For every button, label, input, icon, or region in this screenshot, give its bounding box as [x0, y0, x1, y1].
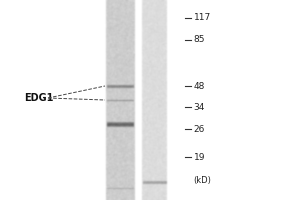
Text: 19: 19	[194, 152, 205, 162]
Text: 34: 34	[194, 102, 205, 112]
Text: EDG1: EDG1	[24, 93, 53, 103]
Text: 48: 48	[194, 82, 205, 90]
Text: 117: 117	[194, 14, 211, 22]
Text: 85: 85	[194, 36, 205, 45]
Text: (kD): (kD)	[194, 176, 211, 184]
Text: 26: 26	[194, 124, 205, 134]
